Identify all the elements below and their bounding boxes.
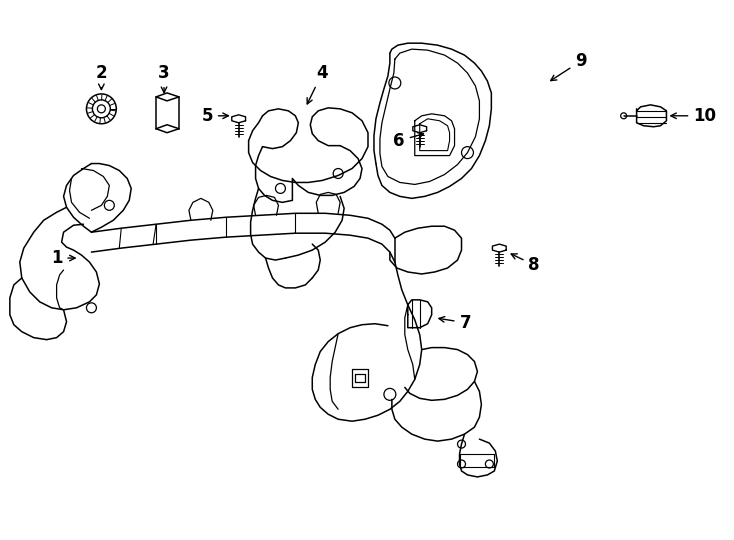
Text: 6: 6 — [393, 132, 424, 150]
Text: 9: 9 — [550, 52, 586, 80]
Text: 4: 4 — [307, 64, 328, 104]
Text: 10: 10 — [671, 107, 716, 125]
Text: 2: 2 — [95, 64, 107, 90]
Text: 7: 7 — [439, 314, 471, 332]
Text: 1: 1 — [51, 249, 75, 267]
Text: 3: 3 — [159, 64, 170, 92]
Text: 8: 8 — [511, 254, 540, 274]
Text: 5: 5 — [201, 107, 228, 125]
